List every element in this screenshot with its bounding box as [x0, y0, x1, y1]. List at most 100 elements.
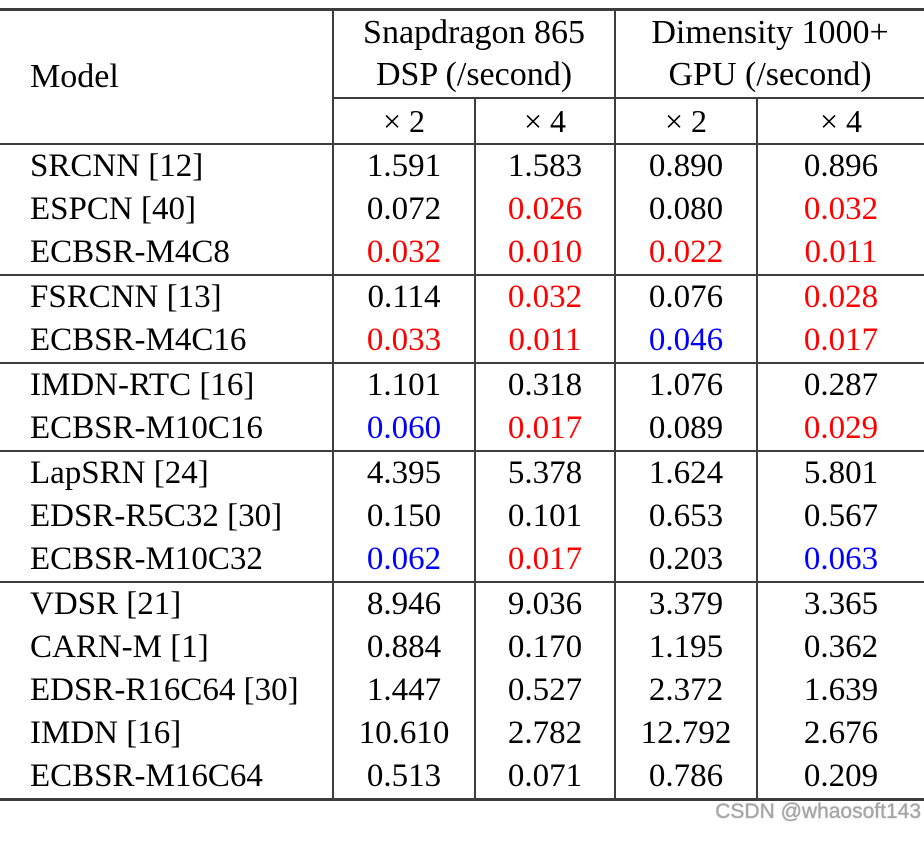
value-cell: 2.676	[803, 715, 879, 751]
value-cell: 0.150	[333, 495, 476, 538]
value-cell: 0.114	[333, 274, 476, 319]
value-cell: 9.036	[475, 581, 617, 626]
value-cell: 0.033	[333, 319, 476, 363]
value-cell: 0.513	[333, 755, 476, 801]
model-cell: ESPCN [40]	[0, 188, 334, 231]
header-group-row: Model Snapdragon 865 DSP (/second) Dimen…	[0, 9, 924, 144]
value-cell: 0.287	[757, 362, 924, 407]
value-cell: 0.089	[615, 407, 759, 451]
value-cell: 0.060	[333, 407, 476, 451]
model-column-header: Model	[0, 9, 334, 144]
value-cell: 0.026	[475, 188, 617, 231]
value-cell: 0.101	[475, 495, 617, 538]
value-cell: 1.447	[333, 669, 476, 712]
group-title-line2: GPU (/second)	[668, 56, 872, 93]
model-cell: ECBSR-M10C16	[0, 407, 334, 451]
value-cell: 2.782	[475, 712, 617, 755]
table-row: SRCNN [12] 1.591 1.583 0.890 0.896	[0, 143, 924, 188]
model-cell: IMDN-RTC [16]	[0, 362, 334, 407]
snapdragon-group-header: Snapdragon 865 DSP (/second)	[333, 9, 617, 99]
model-cell: ECBSR-M16C64	[0, 755, 334, 801]
value-cell: 0.046	[615, 319, 759, 363]
value-cell: 2.372	[615, 669, 759, 712]
table-row: IMDN-RTC [16] 1.101 0.318 1.076 0.287	[0, 362, 924, 407]
dimensity-group-header: Dimensity 1000+ GPU (/second)	[615, 9, 924, 99]
table-row: FSRCNN [13] 0.114 0.032 0.076 0.028	[0, 274, 924, 319]
value-cell: 0.072	[333, 188, 476, 231]
value-cell: 1.583	[475, 143, 617, 188]
value-cell: 0.653	[615, 495, 759, 538]
value-cell: 0.896	[757, 143, 924, 188]
model-cell: ECBSR-M10C32	[0, 538, 334, 582]
table-row: LapSRN [24] 4.395 5.378 1.624 5.801	[0, 450, 924, 495]
value-cell: 0.071	[475, 755, 617, 801]
group-title-line1: Dimensity 1000+	[651, 14, 889, 51]
value-cell: 1.101	[333, 362, 476, 407]
scale-header-x4: × 4	[819, 102, 863, 139]
scale-header-x2: × 2	[615, 98, 759, 144]
table-row: ECBSR-M10C32 0.062 0.017 0.203 0.063	[0, 538, 924, 582]
value-cell: 0.527	[475, 669, 617, 712]
model-cell: SRCNN [12]	[0, 143, 334, 188]
value-cell: 0.203	[615, 538, 759, 582]
watermark: CSDN @whaosoft143	[715, 800, 921, 823]
value-cell: 12.792	[615, 712, 759, 755]
value-cell: 0.032	[333, 231, 476, 275]
value-cell: 0.032	[803, 191, 879, 227]
table-row: ECBSR-M10C16 0.060 0.017 0.089 0.029	[0, 407, 924, 451]
value-cell: 0.017	[475, 407, 617, 451]
inference-time-table: Model Snapdragon 865 DSP (/second) Dimen…	[0, 8, 924, 801]
model-cell: EDSR-R16C64 [30]	[0, 669, 334, 712]
value-cell: 0.567	[803, 498, 879, 534]
value-cell: 1.639	[803, 672, 879, 708]
value-cell: 0.062	[333, 538, 476, 582]
table-row: EDSR-R5C32 [30] 0.150 0.101 0.653 0.567	[0, 495, 924, 538]
value-cell: 0.011	[475, 319, 617, 363]
table-row: IMDN [16] 10.610 2.782 12.792 2.676	[0, 712, 924, 755]
model-cell: ECBSR-M4C16	[0, 319, 334, 363]
table-row: ECBSR-M4C8 0.032 0.010 0.022 0.011	[0, 231, 924, 275]
model-cell: ECBSR-M4C8	[0, 231, 334, 275]
value-cell: 1.591	[333, 143, 476, 188]
value-cell: 5.378	[475, 450, 617, 495]
value-cell: 0.011	[804, 234, 878, 270]
value-cell: 0.786	[615, 755, 759, 801]
table-body: SRCNN [12] 1.591 1.583 0.890 0.896 ESPCN [40]…	[0, 143, 924, 801]
group-title-line1: Snapdragon 865	[363, 14, 585, 51]
value-cell: 0.028	[757, 274, 924, 319]
value-cell: 3.365	[757, 581, 924, 626]
table-row: EDSR-R16C64 [30] 1.447 0.527 2.372 1.639	[0, 669, 924, 712]
value-cell: 0.032	[475, 274, 617, 319]
group-title-line2: DSP (/second)	[375, 56, 573, 93]
model-cell: EDSR-R5C32 [30]	[0, 495, 334, 538]
value-cell: 0.063	[803, 541, 879, 577]
value-cell: 3.379	[615, 581, 759, 626]
value-cell: 10.610	[333, 712, 476, 755]
model-cell: VDSR [21]	[0, 581, 334, 626]
value-cell: 0.076	[615, 274, 759, 319]
value-cell: 1.624	[615, 450, 759, 495]
table-row: CARN-M [1] 0.884 0.170 1.195 0.362	[0, 626, 924, 669]
value-cell: 0.017	[475, 538, 617, 582]
value-cell: 0.017	[803, 322, 879, 358]
value-cell: 0.890	[615, 143, 759, 188]
value-cell: 0.080	[615, 188, 759, 231]
value-cell: 0.010	[475, 231, 617, 275]
value-cell: 1.076	[615, 362, 759, 407]
table-row: ECBSR-M16C64 0.513 0.071 0.786 0.209	[0, 755, 924, 801]
value-cell: 8.946	[333, 581, 476, 626]
value-cell: 0.209	[757, 755, 924, 801]
table-row: ECBSR-M4C16 0.033 0.011 0.046 0.017	[0, 319, 924, 363]
value-cell: 0.170	[475, 626, 617, 669]
table-row: ESPCN [40] 0.072 0.026 0.080 0.032	[0, 188, 924, 231]
header-scale-row: × 2 × 4 × 2 × 4	[0, 98, 924, 144]
model-cell: IMDN [16]	[0, 712, 334, 755]
value-cell: 5.801	[757, 450, 924, 495]
value-cell: 1.195	[615, 626, 759, 669]
value-cell: 4.395	[333, 450, 476, 495]
table-row: VDSR [21] 8.946 9.036 3.379 3.365	[0, 581, 924, 626]
scale-header-x4: × 4	[475, 98, 617, 144]
value-cell: 0.318	[475, 362, 617, 407]
value-cell: 0.884	[333, 626, 476, 669]
